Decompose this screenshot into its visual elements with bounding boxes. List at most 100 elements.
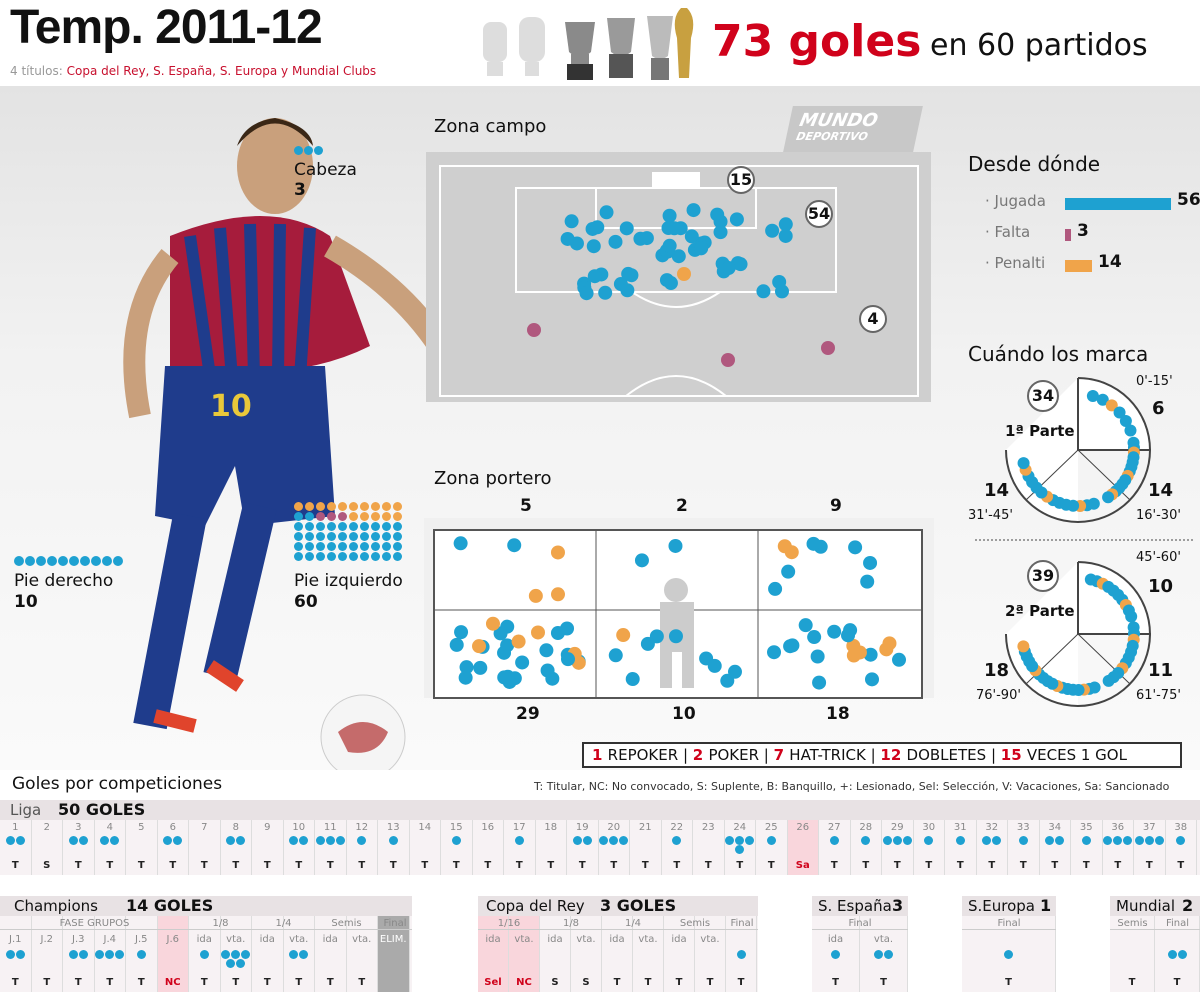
header: Temp. 2011-12 4 títulos: Copa del Rey, S… — [0, 0, 1200, 86]
match-cell: 15 T — [441, 820, 473, 875]
match-status: T — [893, 860, 901, 871]
goal-dot — [221, 950, 231, 959]
match-status: T — [988, 860, 996, 871]
pie-derecho-dots — [14, 556, 124, 566]
goal-dot — [136, 950, 146, 959]
match-status: T — [326, 860, 334, 871]
match-label: 12 — [355, 822, 369, 833]
goal-dot — [992, 836, 1002, 845]
match-goals — [860, 950, 907, 970]
goal-dot — [305, 552, 314, 561]
parte2-q3: 18 — [984, 660, 1010, 681]
match-status: NC — [164, 977, 181, 988]
goal-dot — [371, 532, 380, 541]
match-label: J.5 — [135, 934, 148, 945]
cabeza-label: Cabeza — [294, 160, 357, 180]
match-cell: 26 Sa — [787, 820, 819, 875]
parte2-label: 2ª Parte — [1005, 602, 1075, 620]
match-cell: ida T — [602, 916, 633, 992]
match-cell: 12 T — [347, 820, 378, 875]
match-goals — [664, 950, 694, 970]
pie-izquierdo-label: Pie izquierdo — [294, 571, 403, 591]
match-label: 31 — [953, 822, 967, 833]
desde-bar — [1065, 260, 1092, 272]
match-cell: ida S — [540, 916, 571, 992]
record-count: 1 — [592, 746, 608, 764]
goal-dot — [25, 556, 35, 566]
phase-label: 1/16 — [478, 918, 540, 930]
mundial-row: T T Semis Final — [1110, 916, 1200, 992]
competitions-title: Goles por competiciones — [12, 774, 223, 794]
goal-dot — [316, 512, 325, 521]
match-cell: vta. T — [221, 916, 252, 992]
match-cell: 34 T — [1040, 820, 1071, 875]
match-goals — [32, 950, 63, 970]
goal-dot — [299, 950, 309, 959]
phase-label: Final — [812, 918, 908, 930]
field-goal-dot — [608, 234, 623, 249]
match-cell: 35 T — [1071, 820, 1103, 875]
portero-bottom-3: 18 — [826, 704, 850, 724]
match-goals — [567, 836, 598, 856]
parte1-q2-label: 16'-30' — [1136, 508, 1181, 523]
desde-value: 3 — [1077, 221, 1089, 241]
matches-total: en 60 partidos — [930, 28, 1148, 63]
match-cell: J.1 T — [0, 916, 32, 992]
goal-zone-dot — [863, 647, 878, 662]
cuando-chart — [975, 377, 1195, 707]
match-cell: ida T — [664, 916, 695, 992]
field-goal-dot — [564, 214, 579, 229]
goal-dot — [327, 512, 336, 521]
portero-top-1: 5 — [520, 496, 532, 516]
goal-dot — [113, 556, 123, 566]
desde-row: · Jugada 56 — [985, 190, 1200, 214]
goal-zone-dot — [852, 645, 867, 660]
match-goals — [63, 950, 94, 970]
goal-dot — [335, 836, 345, 845]
match-goals — [0, 950, 31, 970]
match-cell: vta. T — [284, 916, 315, 992]
match-goals — [571, 950, 601, 970]
goal-dot — [874, 950, 883, 959]
phase-label: Semis — [664, 918, 726, 930]
goal-dot — [1177, 950, 1187, 959]
copa-goals: 3 GOLES — [600, 896, 677, 915]
goal-dot — [672, 836, 682, 845]
goal-dot — [393, 502, 402, 511]
goal-dot — [294, 512, 303, 521]
goal-zone-dot — [812, 675, 827, 690]
mundial-header — [1110, 896, 1200, 916]
goal-zone-dot — [550, 545, 565, 560]
match-label: 28 — [859, 822, 873, 833]
match-cell: 25 T — [756, 820, 788, 875]
desde-label: · Penalti — [985, 254, 1046, 272]
match-goals — [945, 836, 976, 856]
record-count: 12 — [880, 746, 907, 764]
pie-izquierdo-dots — [294, 502, 404, 562]
goal-dot — [514, 836, 524, 845]
goal-zone-dot — [449, 637, 464, 652]
goal-dot — [289, 950, 299, 959]
match-goals — [695, 950, 725, 970]
parte1-q2: 14 — [1148, 480, 1174, 501]
match-status: T — [925, 860, 933, 871]
match-status: T — [11, 860, 19, 871]
match-status: Sel — [484, 977, 502, 988]
goal-dot — [357, 836, 367, 845]
match-status: NC — [516, 977, 532, 988]
field-goal-dot — [620, 283, 635, 298]
goal-zone-dot — [781, 564, 796, 579]
portero-top-2: 2 — [676, 496, 688, 516]
goal-dot — [371, 542, 380, 551]
goal-dot — [572, 836, 582, 845]
match-cell: 11 T — [315, 820, 347, 875]
time-goal-dot — [1105, 399, 1118, 412]
match-goals — [0, 836, 31, 856]
match-cell: 20 T — [599, 820, 630, 875]
goal-dot — [294, 542, 303, 551]
